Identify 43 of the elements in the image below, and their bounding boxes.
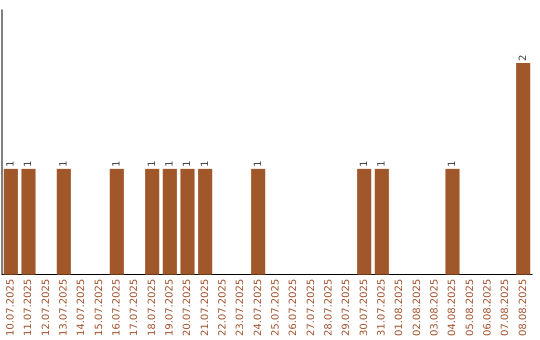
data-label: 1 xyxy=(164,160,176,167)
x-tick-label: 01.08.2025 xyxy=(394,278,406,336)
x-tick-label: 06.08.2025 xyxy=(482,278,494,336)
x-tick-label: 30.07.2025 xyxy=(358,278,370,336)
x-tick-label: 31.07.2025 xyxy=(376,278,388,336)
x-tick-label: 27.07.2025 xyxy=(306,278,317,336)
x-tick-label: 25.07.2025 xyxy=(270,278,282,336)
x-tick-label: 12.07.2025 xyxy=(40,278,52,336)
x-tick-label: 26.07.2025 xyxy=(288,278,300,336)
x-tick-label: 28.07.2025 xyxy=(323,278,334,336)
x-tick-label: 13.07.2025 xyxy=(58,278,70,336)
x-tick-label: 15.07.2025 xyxy=(94,278,105,336)
x-tick-label: 04.08.2025 xyxy=(447,278,458,336)
x-tick-label: 11.07.2025 xyxy=(23,278,34,336)
x-tick-label: 17.07.2025 xyxy=(129,278,140,336)
data-label: 1 xyxy=(111,160,122,167)
data-label: 1 xyxy=(23,160,34,167)
data-label: 1 xyxy=(376,160,388,167)
data-label: 1 xyxy=(447,160,458,167)
data-label: 1 xyxy=(252,160,264,167)
x-tick-label: 22.07.2025 xyxy=(217,278,228,336)
x-tick-label: 19.07.2025 xyxy=(164,278,176,336)
data-label: 1 xyxy=(58,160,70,167)
x-tick-label: 02.08.2025 xyxy=(412,278,423,336)
data-label: 1 xyxy=(5,160,16,167)
x-tick-label: 14.07.2025 xyxy=(76,278,88,336)
x-tick-label: 20.07.2025 xyxy=(182,278,194,336)
data-label: 1 xyxy=(358,160,370,167)
x-tick-label: 07.08.2025 xyxy=(500,278,512,336)
x-tick-label: 16.07.2025 xyxy=(111,278,122,336)
data-label: 1 xyxy=(182,160,194,167)
x-tick-label: 24.07.2025 xyxy=(252,278,264,336)
data-label: 2 xyxy=(518,54,529,61)
x-tick-label: 21.07.2025 xyxy=(200,278,211,336)
x-tick-label: 10.07.2025 xyxy=(5,278,16,336)
x-tick-label: 18.07.2025 xyxy=(146,278,158,336)
data-label: 1 xyxy=(200,160,211,167)
x-tick-label: 23.07.2025 xyxy=(235,278,246,336)
x-tick-label: 05.08.2025 xyxy=(464,278,476,336)
x-tick-label: 08.08.2025 xyxy=(518,278,529,336)
x-tick-label: 29.07.2025 xyxy=(341,278,352,336)
data-label: 1 xyxy=(146,160,158,167)
x-tick-label: 03.08.2025 xyxy=(429,278,440,336)
